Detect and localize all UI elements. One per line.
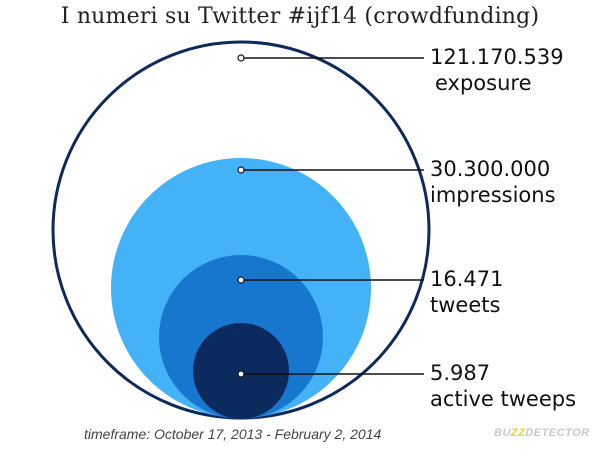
- active-tweeps-marker: [237, 370, 245, 378]
- exposure-value: 121.170.539: [430, 45, 564, 69]
- tweets-name: tweets: [430, 293, 501, 317]
- impressions-value: 30.300.000: [430, 157, 551, 181]
- buzzdetector-logo: BUZZDETECTOR: [494, 427, 590, 439]
- active-tweeps-label: 5.987 active tweeps: [430, 360, 576, 412]
- tweets-label: 16.471 tweets: [430, 266, 503, 318]
- tweets-marker: [237, 276, 245, 284]
- logo-prefix: BU: [494, 427, 511, 439]
- impressions-label: 30.300.000 impressions: [430, 156, 556, 208]
- exposure-name: exposure: [435, 71, 532, 95]
- timeframe-note: timeframe: October 17, 2013 - February 2…: [84, 426, 382, 442]
- active-tweeps-value: 5.987: [430, 361, 491, 385]
- impressions-name: impressions: [430, 183, 556, 207]
- logo-highlight: ZZ: [510, 427, 526, 439]
- logo-suffix: DETECTOR: [525, 427, 590, 439]
- tweets-value: 16.471: [430, 267, 504, 291]
- page-title: I numeri su Twitter #ijf14 (crowdfunding…: [60, 4, 540, 29]
- exposure-label: 121.170.539 exposure: [430, 44, 564, 96]
- active-tweeps-name: active tweeps: [430, 387, 577, 411]
- exposure-marker: [237, 54, 245, 62]
- impressions-marker: [237, 166, 245, 174]
